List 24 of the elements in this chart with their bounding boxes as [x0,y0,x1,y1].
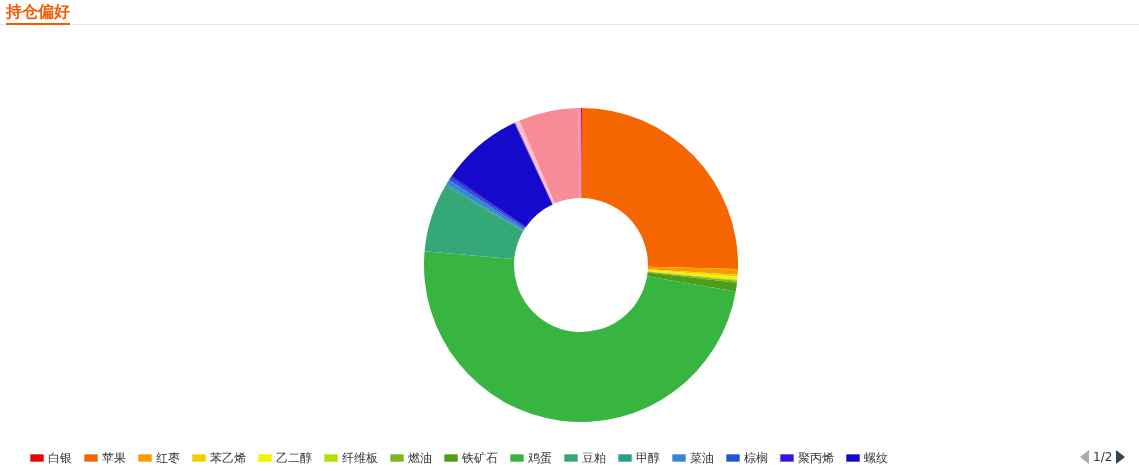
legend-label: 红枣 [156,451,180,465]
donut-slice [647,272,737,292]
donut-slice [647,266,738,275]
legend-label: 苹果 [102,451,126,465]
donut-slice [519,108,580,204]
legend-label: 聚丙烯 [798,451,834,465]
legend-label: 纤维板 [342,451,378,465]
text: 1/2 [1093,450,1113,464]
legend-label: 螺纹 [864,451,888,465]
legend-label: 白银 [48,451,72,465]
legend-label: 棕榈 [744,451,768,465]
donut-slice [581,108,738,269]
legend-label: 鸡蛋 [527,451,552,465]
legend-label: 燃油 [408,451,432,465]
legend-label: 菜油 [690,451,714,465]
legend-label: 乙二醇 [276,451,312,465]
legend-label: 甲醇 [636,451,660,465]
legend-label: 苯乙烯 [210,451,246,465]
legend-label: 铁矿石 [461,451,498,465]
donut-slice [451,122,553,227]
donut-slice [424,251,736,422]
legend-label: 豆粕 [582,451,606,465]
chart-title: 持仓偏好 [6,2,70,25]
donut-slice [424,185,524,260]
